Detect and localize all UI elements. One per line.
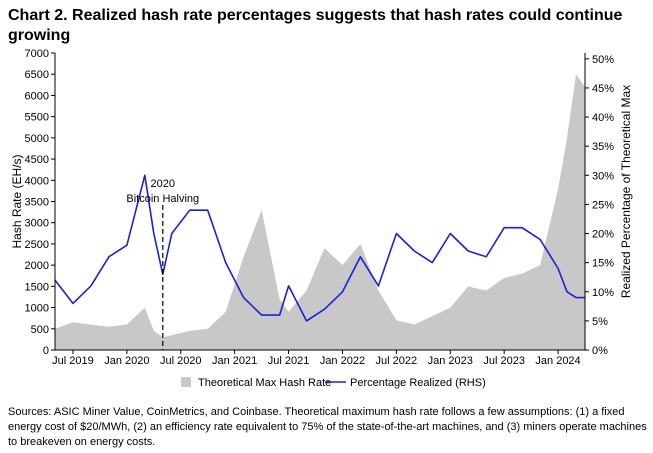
y-tick-label: 2500 bbox=[25, 239, 49, 251]
y2-tick-label: 30% bbox=[592, 170, 614, 182]
hash-rate-chart: 0 500 1000 1500 2000 2500 3000 3500 4000 4500 5000… bbox=[10, 48, 633, 389]
y2-tick-label: 35% bbox=[592, 141, 614, 153]
y-tick-label: 3000 bbox=[25, 218, 49, 230]
legend-label-area: Theoretical Max Hash Rate bbox=[198, 377, 331, 389]
legend-label-line: Percentage Realized (RHS) bbox=[350, 377, 486, 389]
y-axis-label: Hash Rate (EH/s) bbox=[10, 154, 24, 248]
x-tick-label: Jan 2021 bbox=[212, 355, 257, 367]
y2-tick-label: 10% bbox=[592, 287, 614, 299]
y-tick-label: 4500 bbox=[25, 154, 49, 166]
chart-legend: Theoretical Max Hash Rate Percentage Real… bbox=[181, 377, 486, 389]
axes-layer: 0 500 1000 1500 2000 2500 3000 3500 4000 4500 5000… bbox=[10, 48, 633, 367]
y2-tick-label: 40% bbox=[592, 112, 614, 124]
percentage-realized-line-layer bbox=[54, 174, 585, 322]
x-tick-label: Jul 2021 bbox=[268, 355, 310, 367]
y-tick-label: 1000 bbox=[25, 303, 49, 315]
theoretical-max-area-layer bbox=[55, 74, 585, 350]
x-tick-label: Jan 2020 bbox=[104, 355, 149, 367]
y2-tick-label: 20% bbox=[592, 229, 614, 241]
x-tick-label: Jul 2023 bbox=[483, 355, 525, 367]
y2-tick-label: 0% bbox=[592, 345, 608, 357]
y-tick-label: 4000 bbox=[25, 175, 49, 187]
halving-label-text: Bitcoin Halving bbox=[126, 193, 199, 205]
y-tick-label: 6500 bbox=[25, 69, 49, 81]
x-tick-label: Jul 2019 bbox=[52, 355, 94, 367]
y2-tick-label: 50% bbox=[592, 54, 614, 66]
y2-axis-label: Realized Percentage of Theoretical Max bbox=[619, 85, 633, 298]
y-tick-label: 1500 bbox=[25, 281, 49, 293]
y2-tick-label: 45% bbox=[592, 83, 614, 95]
y-tick-label: 6000 bbox=[25, 90, 49, 102]
x-tick-label: Jul 2022 bbox=[376, 355, 418, 367]
y-tick-label: 500 bbox=[31, 324, 49, 336]
halving-label-year: 2020 bbox=[151, 178, 175, 190]
y-tick-label: 7000 bbox=[25, 48, 49, 60]
y-tick-label: 0 bbox=[43, 345, 49, 357]
y-tick-label: 3500 bbox=[25, 197, 49, 209]
y-tick-label: 2000 bbox=[25, 260, 49, 272]
y-tick-label: 5500 bbox=[25, 112, 49, 124]
chart-title: Chart 2. Realized hash rate percentages … bbox=[8, 7, 623, 44]
percentage-realized-line bbox=[54, 174, 585, 322]
y2-tick-label: 5% bbox=[592, 316, 608, 328]
source-footnote: Sources: ASIC Miner Value, CoinMetrics, … bbox=[8, 406, 647, 448]
x-tick-label: Jan 2023 bbox=[428, 355, 473, 367]
y2-tick-label: 15% bbox=[592, 258, 614, 270]
halving-annotation: 2020 Bitcoin Halving bbox=[126, 178, 199, 350]
theoretical-max-area bbox=[55, 74, 585, 350]
x-tick-label: Jul 2020 bbox=[160, 355, 202, 367]
x-tick-label: Jan 2024 bbox=[535, 355, 580, 367]
y2-tick-label: 25% bbox=[592, 199, 614, 211]
y-tick-label: 5000 bbox=[25, 133, 49, 145]
legend-swatch-area bbox=[181, 377, 191, 387]
x-tick-label: Jan 2022 bbox=[320, 355, 365, 367]
